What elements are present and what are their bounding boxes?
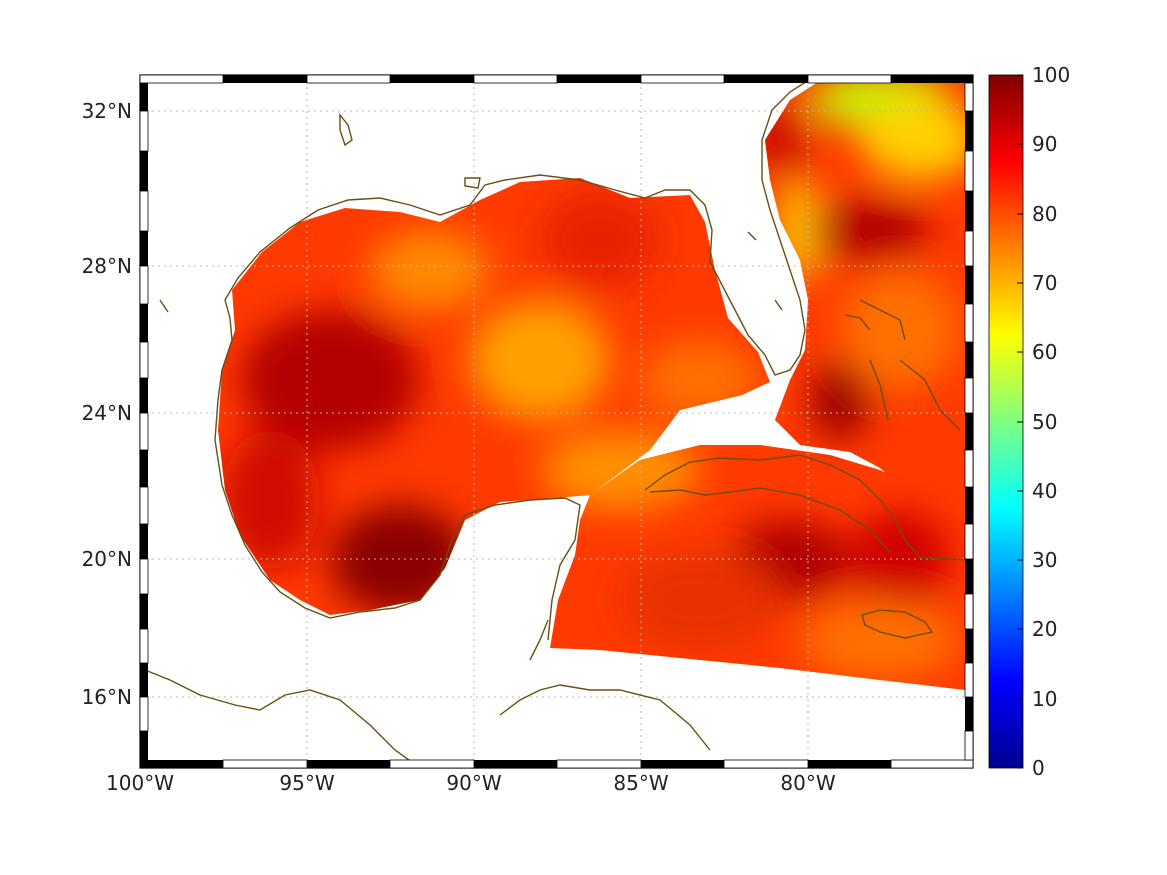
lat-tick-24n: 24°N — [82, 401, 132, 425]
lon-tick-labels: 100°W 95°W 90°W 85°W 80°W — [106, 771, 836, 795]
lon-tick-95w: 95°W — [279, 771, 334, 795]
lat-tick-labels: 32°N 28°N 24°N 20°N 16°N — [82, 99, 132, 709]
colorbar-tick-80: 80 — [1032, 202, 1057, 226]
colorbar-tick-30: 30 — [1032, 548, 1057, 572]
colorbar: 100 90 80 70 60 50 40 30 20 10 0 — [988, 63, 1070, 780]
colorbar-tick-90: 90 — [1032, 132, 1057, 156]
grid-lines — [140, 75, 973, 768]
lat-tick-20n: 20°N — [82, 547, 132, 571]
field-variation — [220, 82, 965, 680]
colorbar-tick-60: 60 — [1032, 340, 1057, 364]
lon-tick-80w: 80°W — [780, 771, 835, 795]
lon-tick-100w: 100°W — [106, 771, 174, 795]
coastlines — [139, 77, 971, 769]
colorbar-tick-50: 50 — [1032, 410, 1057, 434]
zebra-border — [139, 74, 974, 769]
colorbar-tick-40: 40 — [1032, 479, 1057, 503]
lon-tick-90w: 90°W — [446, 771, 501, 795]
lat-tick-28n: 28°N — [82, 254, 132, 278]
colorbar-tick-100: 100 — [1032, 63, 1070, 87]
lon-tick-85w: 85°W — [613, 771, 668, 795]
colorbar-tick-70: 70 — [1032, 271, 1057, 295]
colorbar-tick-20: 20 — [1032, 617, 1057, 641]
colorbar-tick-10: 10 — [1032, 687, 1057, 711]
lat-tick-16n: 16°N — [82, 685, 132, 709]
colorbar-tick-0: 0 — [1032, 756, 1045, 780]
lat-tick-32n: 32°N — [82, 99, 132, 123]
